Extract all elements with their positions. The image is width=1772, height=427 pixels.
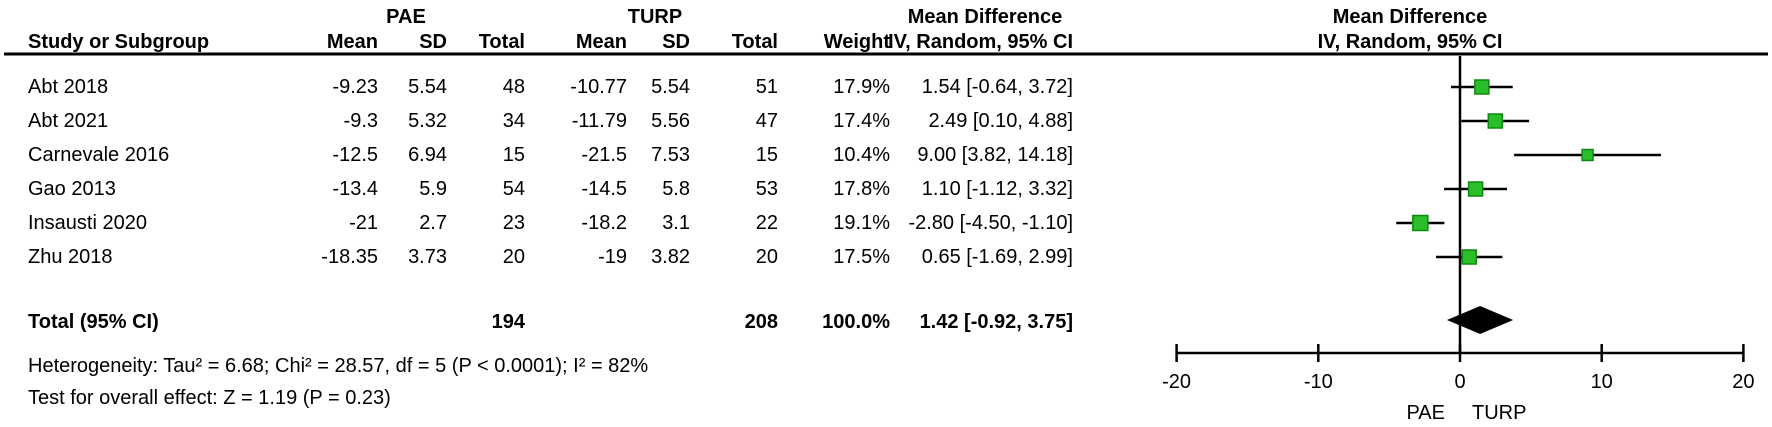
ci-text: 0.65 [-1.69, 2.99] (921, 246, 1073, 268)
col-mean1: -21 (349, 212, 378, 234)
column-header-turp-total: Total (731, 31, 778, 53)
column-header-pae-sd: SD (419, 31, 447, 53)
col-mean2: -14.5 (581, 178, 627, 200)
col-total1: 15 (502, 144, 525, 166)
col-sd2: 5.54 (651, 76, 690, 98)
col-sd1: 5.32 (408, 110, 447, 132)
col-mean2: -21.5 (581, 144, 627, 166)
col-sd1: 6.94 (408, 144, 447, 166)
study-name: Carnevale 2016 (28, 144, 170, 166)
col-mean1: -9.3 (343, 110, 378, 132)
study-name: Insausti 2020 (28, 212, 147, 234)
col-sd1: 5.9 (419, 178, 447, 200)
column-header-pae-total: Total (478, 31, 525, 53)
ci-text: -2.80 [-4.50, -1.10] (908, 212, 1073, 234)
column-header-ci: IV, Random, 95% CI (888, 31, 1073, 53)
axis-tick-label: -10 (1304, 371, 1333, 393)
total-weight: 100.0% (822, 311, 890, 333)
col-sd1: 5.54 (408, 76, 447, 98)
col-total1: 23 (502, 212, 525, 234)
col-total2: 15 (755, 144, 778, 166)
ci-text: 1.10 [-1.12, 3.32] (921, 178, 1073, 200)
ci-text: 1.54 [-0.64, 3.72] (921, 76, 1073, 98)
col-sd2: 5.56 (651, 110, 690, 132)
axis-tick-label: -20 (1162, 371, 1191, 393)
col-weight: 19.1% (833, 212, 890, 234)
col-mean2: -10.77 (570, 76, 627, 98)
effect-square (1581, 148, 1594, 162)
col-weight: 17.8% (833, 178, 890, 200)
pooled-diamond (1446, 306, 1514, 334)
axis-tick-label: 0 (1454, 371, 1465, 393)
ci-text: 2.49 [0.10, 4.88] (928, 110, 1073, 132)
col-weight: 10.4% (833, 144, 890, 166)
col-total1: 34 (502, 110, 525, 132)
col-total2: 47 (755, 110, 778, 132)
study-name: Gao 2013 (28, 178, 116, 200)
column-header-weight: Weight (823, 31, 890, 53)
col-mean1: -12.5 (332, 144, 378, 166)
favours-right-label: TURP (1472, 402, 1526, 424)
total-row-label: Total (95% CI) (28, 311, 159, 333)
overall-effect-text: Test for overall effect: Z = 1.19 (P = 0… (28, 387, 391, 409)
column-header-turp-sd: SD (662, 31, 690, 53)
column-header-pae-mean: Mean (326, 31, 378, 53)
col-weight: 17.5% (833, 246, 890, 268)
col-sd2: 5.8 (662, 178, 690, 200)
col-sd1: 3.73 (408, 246, 447, 268)
pae-group-header: PAE (386, 6, 426, 28)
col-mean2: -19 (598, 246, 627, 268)
col-mean2: -11.79 (571, 110, 627, 132)
effect-square (1467, 181, 1484, 197)
col-weight: 17.4% (833, 110, 890, 132)
col-total2: 51 (755, 76, 778, 98)
col-weight: 17.9% (833, 76, 890, 98)
axis-tick-label: 10 (1591, 371, 1613, 393)
col-sd2: 3.82 (651, 246, 690, 268)
effect-square (1487, 113, 1504, 129)
column-header-study: Study or Subgroup (28, 31, 210, 53)
col-total1: 48 (502, 76, 525, 98)
col-total2: 22 (755, 212, 778, 234)
mean-difference-plot-title: Mean Difference (1332, 6, 1488, 28)
column-header-turp-mean: Mean (575, 31, 627, 53)
effect-square (1461, 249, 1477, 265)
mean-difference-column-title: Mean Difference (907, 6, 1063, 28)
col-total1: 20 (502, 246, 525, 268)
favours-left-label: PAE (1406, 402, 1445, 424)
col-mean1: -18.35 (321, 246, 378, 268)
col-sd2: 7.53 (651, 144, 690, 166)
effect-square (1412, 214, 1429, 232)
heterogeneity-text: Heterogeneity: Tau² = 6.68; Chi² = 28.57… (28, 355, 649, 377)
col-mean1: -13.4 (332, 178, 378, 200)
col-mean2: -18.2 (581, 212, 627, 234)
study-name: Zhu 2018 (28, 246, 113, 268)
col-total2: 20 (755, 246, 778, 268)
axis-tick-label: 20 (1732, 371, 1754, 393)
study-name: Abt 2021 (28, 110, 109, 132)
total-pae-n: 194 (491, 311, 525, 333)
study-name: Abt 2018 (28, 76, 109, 98)
ci-text: 9.00 [3.82, 14.18] (917, 144, 1073, 166)
col-sd2: 3.1 (662, 212, 690, 234)
effect-square (1474, 79, 1490, 95)
turp-group-header: TURP (627, 6, 683, 28)
plot-header-ci: IV, Random, 95% CI (1317, 31, 1503, 53)
col-total2: 53 (755, 178, 778, 200)
col-mean1: -9.23 (332, 76, 378, 98)
col-total1: 54 (502, 178, 525, 200)
col-sd1: 2.7 (419, 212, 447, 234)
total-ci-text: 1.42 [-0.92, 3.75] (919, 311, 1073, 333)
total-turp-n: 208 (744, 311, 778, 333)
